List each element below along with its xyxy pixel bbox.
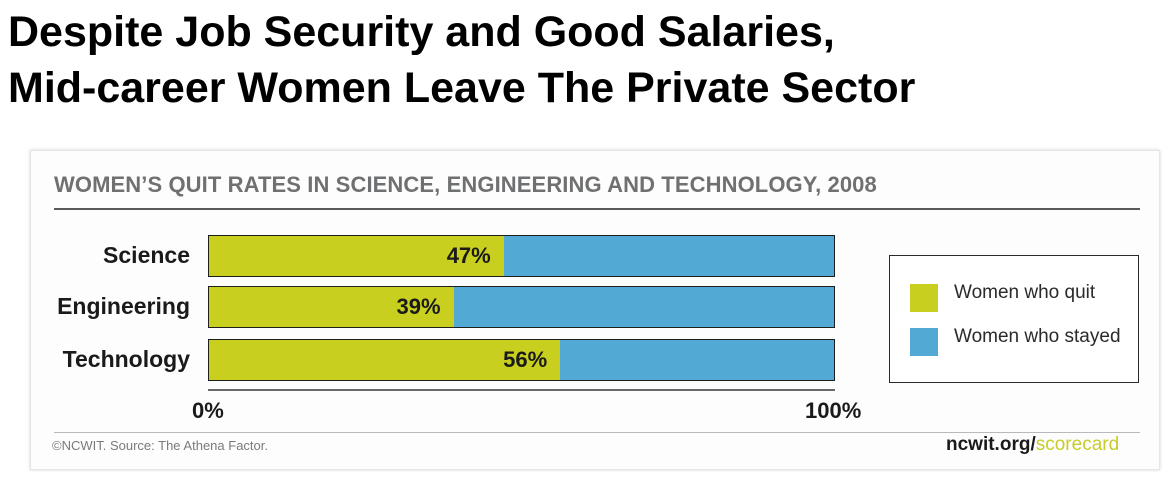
bar-segment-quit-technology [209,340,561,380]
headline: Despite Job Security and Good Salaries, … [8,4,1148,116]
category-label-engineering: Engineering [57,293,190,319]
value-label-engineering: 39% [396,294,441,319]
site-link-main: ncwit.org/ [946,434,1036,455]
scorecard-link[interactable]: ncwit.org/scorecard [946,434,1119,456]
value-label-technology: 56% [503,347,548,372]
bar-segment-quit-science [209,236,504,276]
headline-line-2: Mid-career Women Leave The Private Secto… [8,64,916,112]
legend-label-quit: Women who quit [954,282,1096,303]
category-label-technology: Technology [62,346,190,372]
site-link-accent: scorecard [1035,434,1120,455]
chart-legend: Women who quit Women who stayed [889,255,1139,383]
value-label-science: 47% [446,243,491,268]
title-divider [54,208,1140,210]
x-tick-label-max: 100% [805,398,862,423]
bar-segment-quit-engineering [209,287,454,327]
bar-science [208,235,835,277]
x-axis-baseline [208,389,835,391]
chart-title: WOMEN’S QUIT RATES IN SCIENCE, ENGINEERI… [54,172,877,197]
legend-label-stayed: Women who stayed [954,326,1121,347]
bar-engineering [208,286,835,328]
legend-item-quit: Women who quit [910,282,1095,312]
headline-line-1: Despite Job Security and Good Salaries, [8,8,835,56]
legend-swatch-stayed [910,328,938,356]
legend-item-stayed: Women who stayed [910,326,1121,356]
category-label-science: Science [103,242,190,268]
footer-divider [54,432,1140,433]
bar-technology [208,339,835,381]
source-credit: ©NCWIT. Source: The Athena Factor. [52,438,268,453]
x-tick-label-min: 0% [192,398,224,423]
legend-swatch-quit [910,284,938,312]
